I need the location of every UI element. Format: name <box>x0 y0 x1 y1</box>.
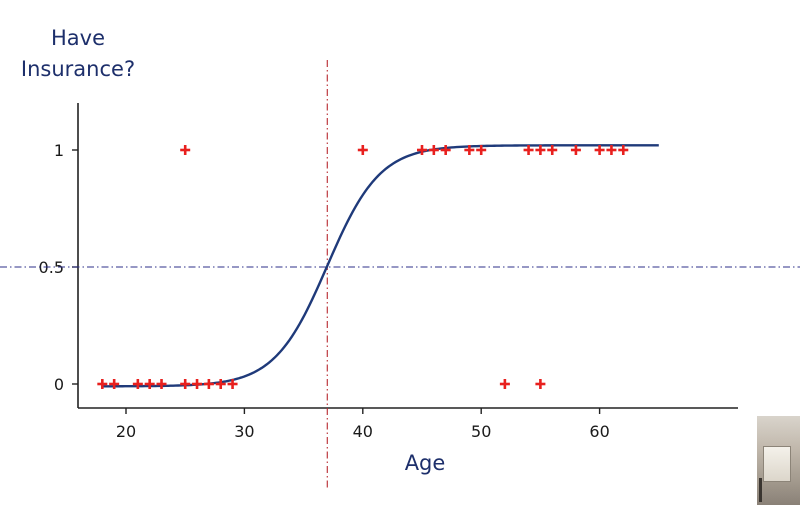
data-point <box>535 145 546 155</box>
data-point <box>180 145 191 155</box>
data-point <box>192 379 203 389</box>
y-tick-label: 0.5 <box>39 258 64 277</box>
x-tick-label: 30 <box>234 422 254 441</box>
data-point <box>499 379 510 389</box>
data-point <box>523 145 534 155</box>
data-point <box>594 145 605 155</box>
data-point <box>417 145 427 155</box>
y-tick-label: 1 <box>54 141 64 160</box>
y-tick-label: 0 <box>54 375 64 394</box>
data-point <box>109 379 120 389</box>
webcam-lamp-shape <box>759 478 762 502</box>
x-ticks: 203040506080 <box>116 408 610 441</box>
data-point <box>203 379 214 389</box>
data-point <box>132 379 143 389</box>
y-axis-label-line-2: Insurance? <box>21 57 135 81</box>
y-axis-label-line-1: Have <box>51 26 105 50</box>
data-point <box>618 145 629 155</box>
webcam-thumbnail <box>757 416 800 505</box>
data-point <box>215 379 226 389</box>
x-tick-label: 50 <box>471 422 491 441</box>
points-layer <box>97 145 629 389</box>
x-tick-label: 40 <box>353 422 373 441</box>
data-point <box>535 379 546 389</box>
logistic-curve <box>102 144 659 388</box>
data-point <box>476 145 487 155</box>
data-point <box>464 145 475 155</box>
data-point <box>570 145 581 155</box>
data-point <box>357 145 368 155</box>
x-tick-label: 20 <box>116 422 136 441</box>
curve-layer <box>102 144 659 388</box>
x-tick-label: 60 <box>589 422 609 441</box>
data-point <box>547 145 558 155</box>
data-point <box>180 379 191 389</box>
data-point <box>428 145 439 155</box>
reference-lines <box>0 60 800 488</box>
x-axis-label: Age <box>405 451 446 475</box>
data-point <box>156 379 167 389</box>
webcam-window-shape <box>763 446 791 482</box>
y-ticks: 00.51 <box>39 141 78 394</box>
data-point <box>97 379 108 389</box>
data-point <box>440 145 451 155</box>
data-point <box>606 145 617 155</box>
data-point <box>227 379 238 389</box>
data-point <box>144 379 155 389</box>
